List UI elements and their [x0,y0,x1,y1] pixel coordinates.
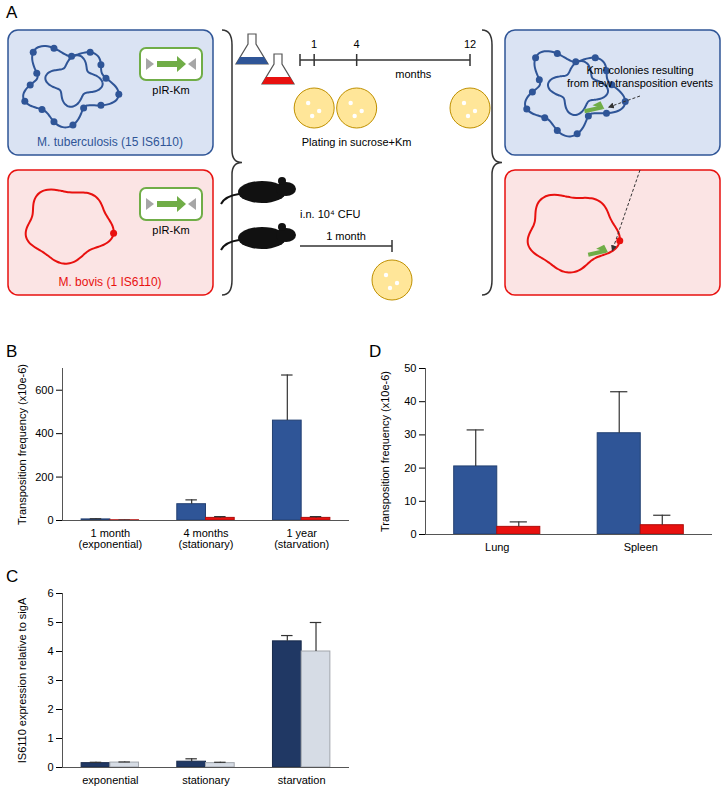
svg-text:1: 1 [311,38,317,50]
svg-text:Kmʳ colonies resulting: Kmʳ colonies resulting [586,64,693,76]
svg-text:i.n. 10⁴ CFU: i.n. 10⁴ CFU [300,208,360,220]
svg-text:months: months [395,68,432,80]
svg-text:pIR-Km: pIR-Km [152,84,189,96]
svg-text:Plating in sucrose+Km: Plating in sucrose+Km [302,136,412,148]
svg-text:20: 20 [404,462,416,474]
svg-text:6: 6 [47,587,53,599]
svg-text:30: 30 [404,428,416,440]
svg-text:exponential: exponential [82,774,138,786]
svg-text:1 year(starvation): 1 year(starvation) [274,527,329,550]
svg-text:starvation: starvation [278,774,326,786]
svg-text:400: 400 [35,427,53,439]
svg-text:0: 0 [47,761,53,773]
svg-text:600: 600 [35,384,53,396]
svg-text:40: 40 [404,395,416,407]
svg-text:5: 5 [47,616,53,628]
html-text:D: D [369,342,382,361]
svg-text:12: 12 [464,38,476,50]
svg-text:from new transposition events: from new transposition events [567,77,714,89]
svg-text:4 months(stationary): 4 months(stationary) [178,527,233,550]
svg-text:Transposition frequency (x10e-: Transposition frequency (x10e-6) [16,364,28,525]
html-text:C: C [6,567,19,586]
svg-text:M. tuberculosis (15 IS6110): M. tuberculosis (15 IS6110) [37,135,183,149]
svg-text:1 month: 1 month [326,230,366,242]
svg-text:0: 0 [410,528,416,540]
svg-text:200: 200 [35,471,53,483]
svg-text:Lung: Lung [485,541,509,553]
svg-text:3: 3 [47,674,53,686]
svg-text:A: A [6,3,18,22]
svg-text:10: 10 [404,495,416,507]
svg-text:Transposition frequency (x10e-: Transposition frequency (x10e-6) [379,371,391,532]
svg-text:1 month(exponential): 1 month(exponential) [79,527,143,550]
svg-text:4: 4 [47,645,53,657]
svg-text:Spleen: Spleen [624,541,658,553]
svg-text:1: 1 [47,732,53,744]
svg-text:2: 2 [47,703,53,715]
svg-text:IS6110 expression relative to: IS6110 expression relative to sigA [16,597,28,763]
svg-text:stationary: stationary [182,774,230,786]
html-text:B: B [6,342,18,361]
svg-text:pIR-Km: pIR-Km [152,224,189,236]
svg-text:50: 50 [404,362,416,374]
svg-text:4: 4 [354,38,360,50]
svg-text:M. bovis (1 IS6110): M. bovis (1 IS6110) [58,275,161,289]
svg-text:0: 0 [47,514,53,526]
